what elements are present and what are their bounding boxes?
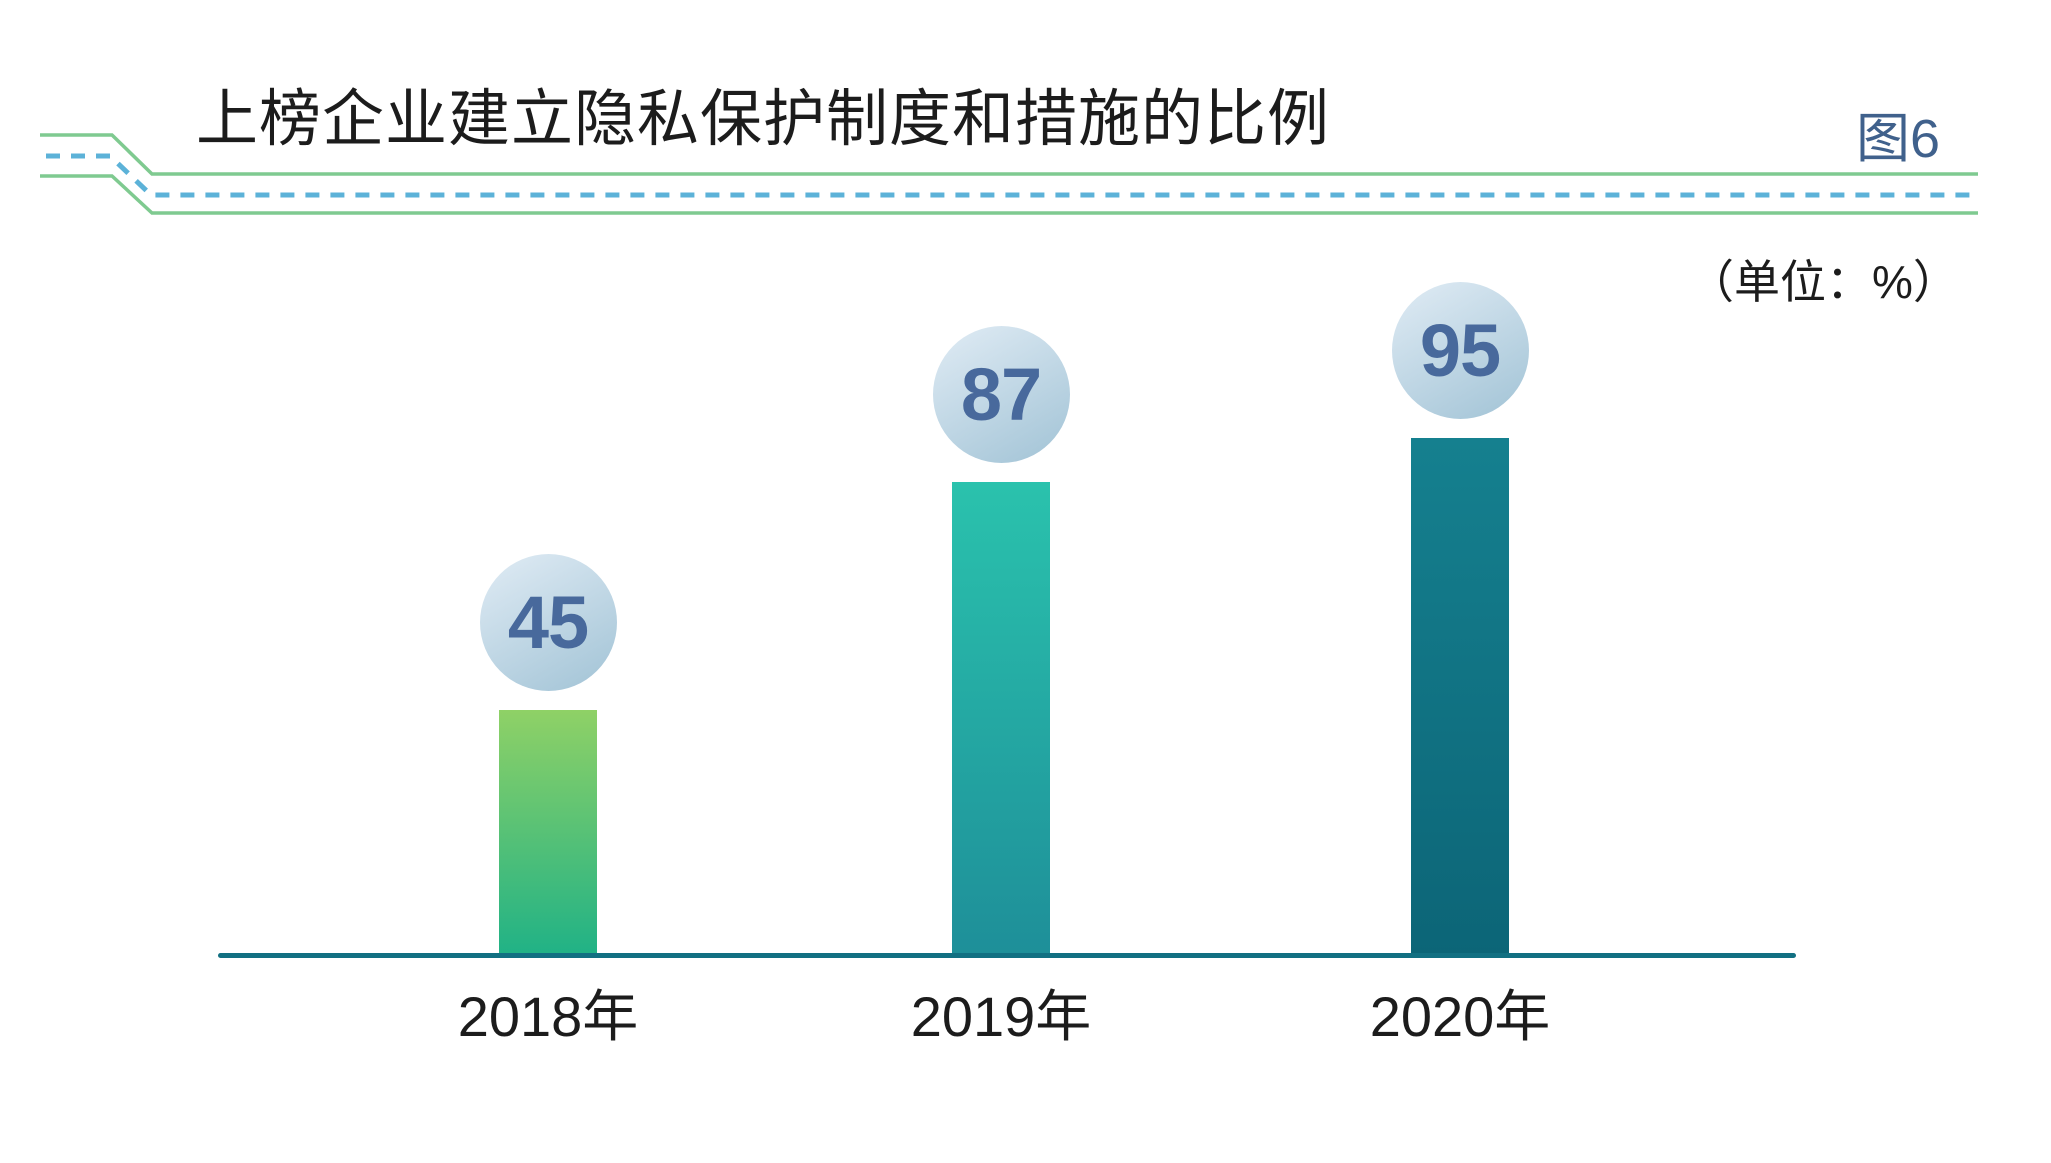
x-axis-line <box>218 953 1796 958</box>
figure-number: 图6 <box>1856 109 1941 169</box>
chart-title: 上榜企业建立隐私保护制度和措施的比例 <box>196 85 1331 154</box>
decor-green-line-bottom <box>40 174 1978 215</box>
x-axis-label: 2019年 <box>910 985 1092 1048</box>
bar <box>499 710 597 955</box>
x-axis-label: 2018年 <box>457 985 639 1048</box>
decor-dashed-line <box>46 153 1974 198</box>
value-bubble: 45 <box>479 554 617 691</box>
value-bubble: 87 <box>932 326 1070 463</box>
decor-green-line-top <box>40 133 1978 176</box>
header-decoration-lines <box>40 133 1978 215</box>
x-axis-label: 2020年 <box>1369 985 1551 1048</box>
value-bubble: 95 <box>1391 282 1529 419</box>
unit-label: （单位：%） <box>1688 256 1959 308</box>
bar <box>1411 438 1509 955</box>
bar <box>952 482 1050 955</box>
